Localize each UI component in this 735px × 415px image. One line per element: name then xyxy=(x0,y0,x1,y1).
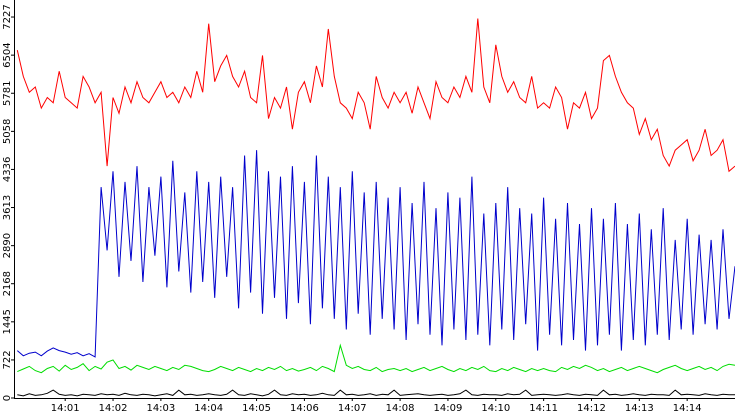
x-tick-label: 14:02 xyxy=(99,403,128,414)
x-tick-label: 14:08 xyxy=(386,403,415,414)
x-tick-label: 14:10 xyxy=(481,403,510,414)
series-line xyxy=(16,18,735,173)
y-tick-label: 5058 xyxy=(2,119,13,144)
y-tick-label: 1445 xyxy=(2,309,13,334)
series-line xyxy=(17,343,735,374)
x-tick-label: 14:12 xyxy=(577,403,606,414)
x-tick-label: 14:11 xyxy=(529,403,558,414)
y-tick-label: 6504 xyxy=(2,42,13,67)
x-tick-label: 14:03 xyxy=(146,403,175,414)
x-tick-label: 14:06 xyxy=(290,403,319,414)
series-line xyxy=(17,389,735,397)
y-tick-label: 3613 xyxy=(2,195,13,220)
x-tick-label: 14:09 xyxy=(434,403,463,414)
y-tick-label: 5781 xyxy=(2,81,13,106)
y-tick-label: 7227 xyxy=(2,4,13,29)
y-tick-label: 2890 xyxy=(2,233,13,258)
series-line xyxy=(16,150,735,358)
y-tick-label: 0 xyxy=(2,395,13,401)
y-tick-label: 722 xyxy=(2,350,13,369)
x-tick-label: 14:04 xyxy=(194,403,223,414)
x-tick-label: 14:14 xyxy=(673,403,702,414)
x-tick-label: 14:01 xyxy=(51,403,80,414)
x-tick-label: 14:13 xyxy=(625,403,654,414)
y-tick-label: 4336 xyxy=(2,157,13,182)
x-tick-label: 14:05 xyxy=(242,403,271,414)
x-tick-label: 14:07 xyxy=(338,403,367,414)
y-tick-label: 2168 xyxy=(2,271,13,296)
